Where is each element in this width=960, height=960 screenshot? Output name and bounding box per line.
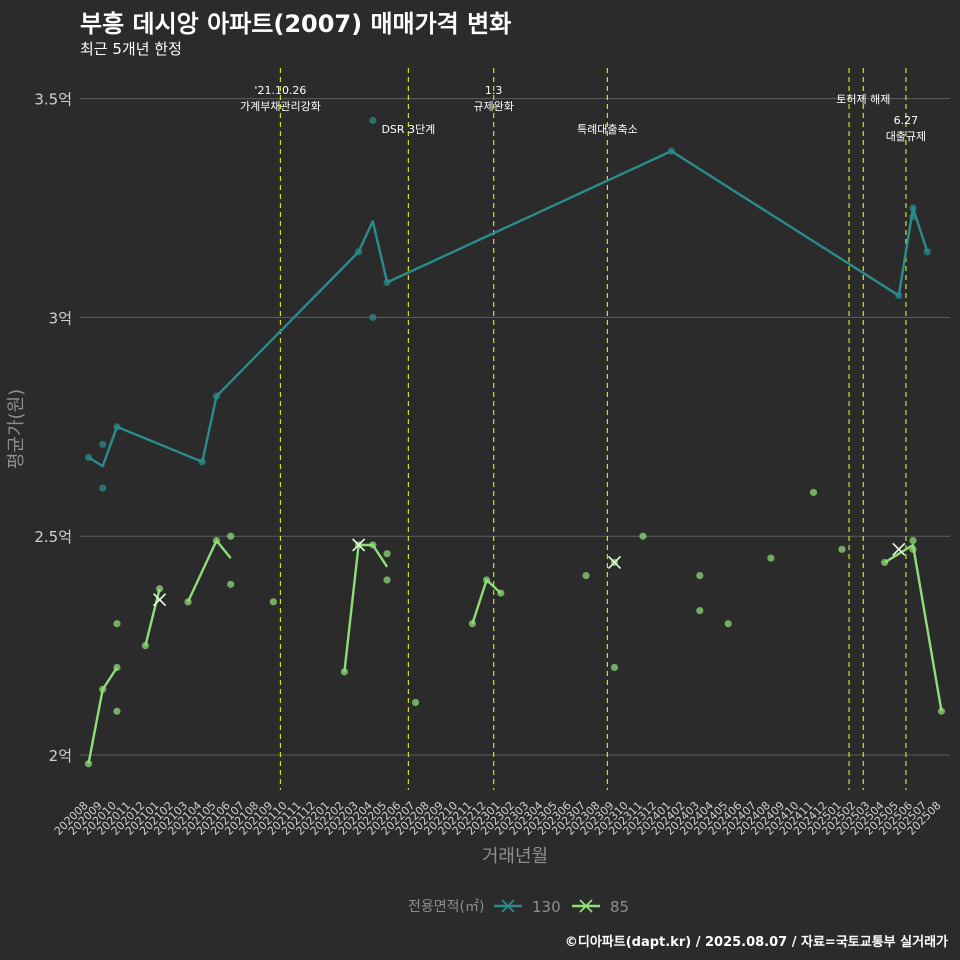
series-85-point: [184, 598, 192, 606]
event-label: 특례대출축소: [577, 123, 638, 136]
series-130-point: [895, 291, 903, 300]
series-130-point: [99, 440, 107, 448]
event-label: 대출규제: [886, 130, 926, 143]
series-85-point: [610, 663, 619, 672]
series-85-point: [113, 663, 121, 672]
event-label: 1.3: [485, 84, 503, 97]
series-85-point: [724, 620, 732, 628]
legend-label-85: 85: [610, 898, 629, 916]
series-85-cross-marker: [352, 538, 366, 552]
cross-stroke: [501, 899, 515, 913]
series-85-point: [809, 488, 818, 497]
series-85-point: [269, 598, 277, 606]
series-85-point: [212, 536, 221, 545]
series-130-point: [923, 248, 931, 256]
series-85-line: [87, 666, 119, 764]
series-130-point: [212, 392, 221, 400]
legend-label-130: 130: [532, 898, 561, 916]
series-85-point: [411, 698, 420, 707]
series-85-point: [99, 685, 107, 693]
series-85-cross-marker: [607, 555, 622, 570]
grid-layer: [80, 98, 950, 756]
series-85-cross-marker: [153, 593, 167, 607]
series-85-point: [113, 620, 121, 628]
series-130-point: [383, 278, 391, 287]
legend-key-cross: [579, 899, 593, 913]
cross-stroke: [352, 538, 366, 552]
event-label: 규제완화: [473, 100, 513, 113]
series-85-point: [383, 550, 391, 558]
series-85-line: [471, 578, 502, 625]
axis-layer: 2억2.5억3억3.5억평균가(원)2020082020092020102020…: [6, 91, 944, 867]
y-tick-label: 2억: [49, 747, 72, 765]
series-85-point: [639, 532, 647, 540]
series-130-point: [667, 147, 675, 155]
series-130-point: [909, 213, 917, 221]
series-85-line: [883, 543, 943, 712]
legend-key-cross: [501, 899, 515, 913]
y-axis-title: 평균가(원): [6, 389, 27, 469]
y-tick-label: 3억: [49, 309, 72, 327]
cross-stroke: [607, 555, 622, 570]
series-85-point: [696, 571, 704, 580]
series-85-point: [838, 545, 846, 553]
cross-stroke: [892, 542, 906, 556]
series-130-point: [369, 313, 377, 322]
series-85-point: [141, 642, 149, 650]
cross-stroke: [153, 593, 167, 607]
series-layer: [84, 116, 946, 768]
event-label: 가계부채관리강화: [240, 100, 321, 113]
series-85-point: [696, 606, 704, 615]
series-130-point: [369, 116, 377, 125]
series-130-point: [113, 423, 121, 431]
series-130-point: [355, 248, 363, 256]
series-85-point: [909, 536, 917, 545]
event-label: 토허제 해제: [836, 92, 890, 106]
series-85-point: [156, 585, 164, 593]
series-85-line: [186, 539, 232, 603]
x-axis-title: 거래년월: [482, 846, 548, 867]
series-130-point: [198, 458, 206, 466]
series-85-point: [767, 554, 775, 562]
y-tick-label: 3.5억: [34, 91, 72, 109]
chart-title: 부흥 데시앙 아파트(2007) 매매가격 변화: [80, 10, 512, 38]
series-85-point: [937, 707, 946, 715]
series-130-point: [84, 453, 93, 462]
chart-subtitle: 최근 5개년 한정: [80, 40, 182, 58]
series-85-point: [227, 580, 235, 588]
event-label: DSR 3단계: [381, 123, 435, 136]
series-85-line: [343, 543, 389, 673]
legend-title: 전용면적(㎡): [408, 899, 484, 915]
series-130-point: [99, 484, 107, 492]
series-85-point: [468, 620, 476, 628]
series-85-point: [383, 576, 391, 584]
series-85-point: [84, 760, 93, 768]
series-85-point: [482, 576, 491, 584]
series-85-point: [582, 571, 590, 580]
series-85-point: [113, 707, 121, 715]
series-130-line: [87, 149, 929, 468]
cross-stroke: [579, 899, 593, 913]
series-85-point: [369, 541, 377, 549]
series-85-cross-marker: [892, 542, 906, 556]
series-85-point: [497, 589, 505, 597]
series-85-point: [881, 558, 889, 567]
event-label: 6.27: [894, 114, 919, 127]
legend-layer: 전용면적(㎡) 130 85: [408, 898, 629, 916]
event-label: '21.10.26: [254, 84, 306, 97]
series-85-point: [227, 532, 235, 540]
series-130-point: [909, 204, 917, 212]
series-85-point: [909, 545, 917, 553]
source-caption: ©디아파트(dapt.kr) / 2025.08.07 / 자료=국토교통부 실…: [564, 935, 948, 950]
y-tick-label: 2.5억: [34, 528, 72, 546]
series-85-point: [340, 668, 349, 676]
